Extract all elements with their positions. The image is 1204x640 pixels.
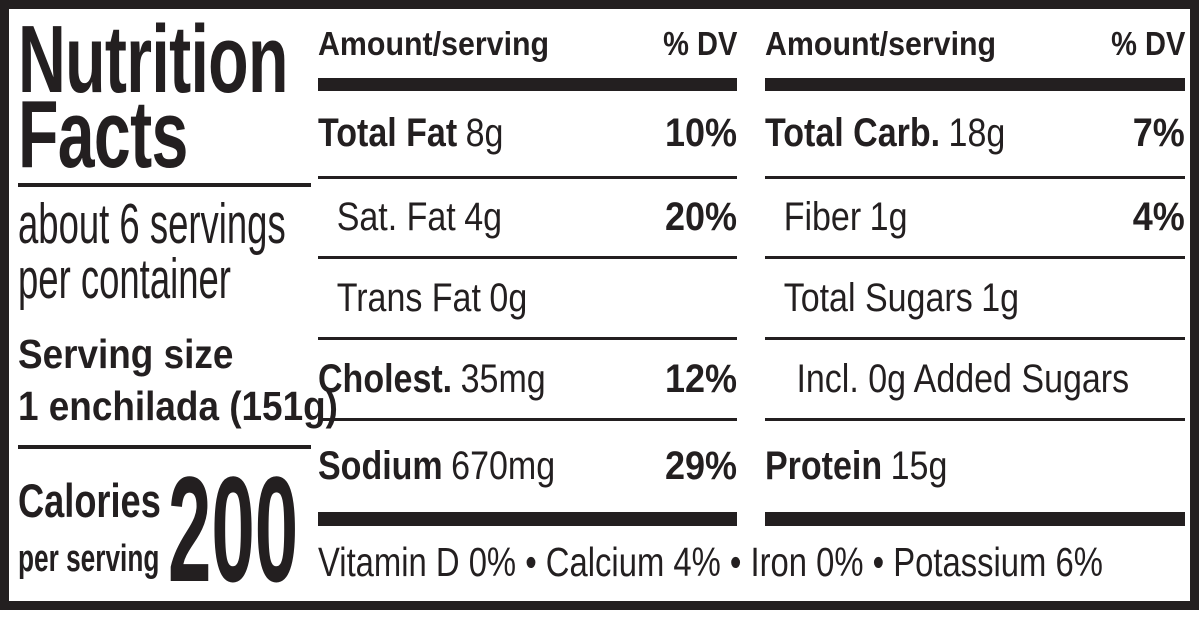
- nutrient-name: Cholest.: [318, 356, 453, 401]
- nutrient-name: Protein: [765, 444, 883, 488]
- nutrient-name: Total Carb.: [765, 111, 941, 155]
- calories-label: Calories: [18, 474, 161, 528]
- divider-rule: [18, 182, 311, 187]
- serving-size-label: Serving size: [18, 331, 234, 378]
- nutrient-name: Total Sugars: [783, 275, 973, 320]
- nutrient-name: Sat. Fat: [336, 195, 456, 239]
- serving-size-block: Serving size 1 enchilada (151g): [18, 328, 338, 432]
- percent-dv-value: 4%: [1132, 195, 1185, 239]
- column-header: Amount/serving % DV: [765, 9, 1185, 91]
- row-fiber: Fiber 1g 4%: [765, 179, 1185, 259]
- servings-per-container-text: about 6 servings per container: [18, 191, 286, 312]
- nutrient-name: Sodium: [318, 444, 443, 488]
- calories-words: Calories per serving: [18, 477, 223, 578]
- row-sat-fat: Sat. Fat 4g 20%: [318, 179, 737, 259]
- row-total-carb: Total Carb. 18g 7%: [765, 91, 1185, 179]
- row-total-fat: Total Fat 8g 10%: [318, 91, 737, 179]
- column-header: Amount/serving % DV: [318, 9, 737, 91]
- percent-dv-header: % DV: [1110, 24, 1185, 62]
- nutrient-amount: 0g: [489, 275, 528, 320]
- percent-dv-value: 20%: [664, 195, 737, 239]
- percent-dv-header: % DV: [662, 24, 737, 62]
- calories-sublabel: per serving: [18, 538, 160, 581]
- row-sodium: Sodium 670mg 29%: [318, 421, 737, 526]
- serving-size-value: 1 enchilada (151g): [18, 383, 338, 430]
- nutrient-amount: 18g: [948, 111, 1006, 155]
- nutrient-amount: 1g: [981, 275, 1020, 320]
- amount-serving-header: Amount/serving: [765, 24, 997, 62]
- label-left-column: Nutrition Facts about 6 servings per con…: [18, 6, 338, 604]
- nutrition-facts-label: Nutrition Facts about 6 servings per con…: [0, 0, 1199, 610]
- calories-block: Calories per serving 200: [18, 449, 318, 604]
- nutrient-amount: 35mg: [460, 356, 546, 401]
- nutrient-amount: 8g: [465, 111, 504, 155]
- row-trans-fat: Trans Fat 0g: [318, 259, 737, 340]
- nutrient-name: Fiber: [783, 195, 862, 239]
- nutrient-amount: 670mg: [451, 444, 556, 488]
- nutrient-column-right: Amount/serving % DV Total Carb. 18g 7% Fi…: [765, 9, 1185, 526]
- nutrient-name: Total Fat: [318, 111, 458, 155]
- percent-dv-value: 12%: [664, 356, 737, 401]
- row-protein: Protein 15g: [765, 421, 1185, 526]
- nutrient-amount: 15g: [890, 444, 948, 488]
- nutrient-amount: 1g: [869, 195, 908, 239]
- label-title-line1: Nutrition: [18, 6, 288, 113]
- nutrient-name: Incl. 0g Added Sugars: [796, 356, 1130, 401]
- nutrient-name: Trans Fat: [336, 275, 481, 320]
- nutrient-column-left: Amount/serving % DV Total Fat 8g 10% Sat.…: [318, 9, 737, 526]
- percent-dv-value: 10%: [664, 111, 737, 155]
- amount-serving-header: Amount/serving: [318, 24, 550, 62]
- label-title-line2: Facts: [18, 80, 188, 188]
- nutrient-amount: 4g: [464, 195, 503, 239]
- divider-rule: [18, 445, 311, 450]
- row-total-sugars: Total Sugars 1g: [765, 259, 1185, 340]
- percent-dv-value: 29%: [664, 444, 737, 488]
- vitamins-footer-text: Vitamin D 0% • Calcium 4% • Iron 0% • Po…: [318, 538, 1103, 585]
- row-added-sugars: Incl. 0g Added Sugars 0%: [765, 340, 1185, 421]
- calories-value: 200: [168, 445, 299, 614]
- servings-line2: per container: [18, 247, 231, 312]
- percent-dv-value: 7%: [1132, 111, 1185, 155]
- row-cholesterol: Cholest. 35mg 12%: [318, 340, 737, 421]
- label-title: Nutrition Facts: [18, 6, 288, 188]
- vitamins-footer: Vitamin D 0% • Calcium 4% • Iron 0% • Po…: [318, 526, 1186, 598]
- servings-line1: about 6 servings: [18, 191, 286, 256]
